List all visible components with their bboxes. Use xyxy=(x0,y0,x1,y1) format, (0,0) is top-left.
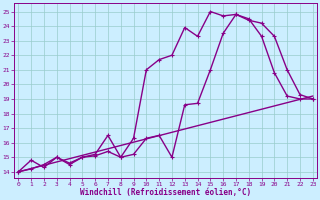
X-axis label: Windchill (Refroidissement éolien,°C): Windchill (Refroidissement éolien,°C) xyxy=(80,188,251,197)
